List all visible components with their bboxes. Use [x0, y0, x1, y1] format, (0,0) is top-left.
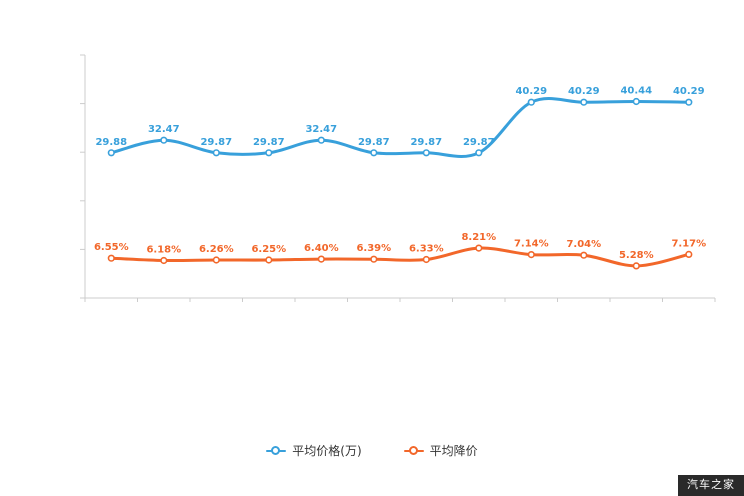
data-point-label-s0-10: 40.44: [620, 86, 652, 97]
data-point-label-s1-6: 6.33%: [409, 244, 444, 255]
data-point-marker-s1-5[interactable]: [370, 255, 378, 263]
data-point-marker-s0-7[interactable]: [475, 149, 483, 157]
data-point-label-s0-5: 29.87: [358, 137, 390, 148]
line-chart-canvas: 29.88 32.47 29.87 29.87 32.47 29.87 29.87 29.87…: [80, 54, 716, 302]
price-series-marker-icon: [266, 446, 287, 456]
data-point-label-s0-2: 29.87: [200, 137, 232, 148]
legend-label-average-price: 平均价格(万): [292, 444, 362, 458]
data-point-label-s1-3: 6.25%: [251, 244, 286, 255]
data-point-label-s1-2: 6.26%: [199, 244, 234, 255]
data-point-marker-s0-1[interactable]: [160, 136, 168, 144]
data-point-marker-s1-8[interactable]: [527, 251, 535, 259]
data-point-marker-s0-4[interactable]: [317, 136, 325, 144]
data-point-marker-s0-11[interactable]: [685, 98, 693, 106]
data-point-marker-s1-3[interactable]: [265, 256, 273, 264]
data-point-label-s1-0: 6.55%: [94, 242, 129, 253]
data-point-marker-s0-6[interactable]: [422, 149, 430, 157]
data-point-label-s1-7: 8.21%: [461, 232, 496, 243]
data-point-label-s0-11: 40.29: [673, 86, 705, 97]
data-point-marker-s0-5[interactable]: [370, 149, 378, 157]
data-point-marker-s1-9[interactable]: [580, 251, 588, 259]
data-point-marker-s1-4[interactable]: [317, 255, 325, 263]
data-point-label-s1-8: 7.14%: [514, 239, 549, 250]
data-point-marker-s0-8[interactable]: [527, 98, 535, 106]
watermark-autohome: 汽车之家: [678, 475, 744, 496]
data-point-label-s1-4: 6.40%: [304, 243, 339, 254]
series-line-1: [109, 246, 691, 268]
data-point-label-s0-7: 29.87: [463, 137, 495, 148]
data-point-marker-s0-2[interactable]: [212, 149, 220, 157]
data-point-marker-s1-0[interactable]: [107, 254, 115, 262]
legend-item-average-price[interactable]: 平均价格(万): [266, 444, 362, 458]
data-point-label-s1-1: 6.18%: [146, 245, 181, 256]
data-point-marker-s0-9[interactable]: [580, 98, 588, 106]
data-point-label-s0-1: 32.47: [148, 124, 180, 135]
series-line-0: [109, 97, 691, 158]
data-point-label-s1-9: 7.04%: [566, 239, 601, 250]
data-point-marker-s0-0[interactable]: [107, 149, 115, 157]
data-point-label-s1-5: 6.39%: [356, 243, 391, 254]
data-point-label-s0-0: 29.88: [95, 137, 127, 148]
data-point-label-s1-11: 7.17%: [671, 238, 706, 249]
legend-ring-icon: [408, 446, 418, 455]
legend-item-average-discount[interactable]: 平均降价: [403, 444, 478, 458]
data-point-marker-s1-7[interactable]: [475, 244, 483, 252]
discount-series-marker-icon: [403, 446, 424, 456]
data-point-marker-s1-2[interactable]: [212, 256, 220, 264]
data-point-marker-s1-1[interactable]: [160, 256, 168, 265]
legend-label-average-discount: 平均降价: [429, 444, 478, 458]
data-point-label-s1-10: 5.28%: [619, 250, 654, 261]
legend-ring-icon: [271, 446, 281, 455]
chart-legend: 平均价格(万) 平均降价: [0, 444, 744, 458]
data-point-label-s0-3: 29.87: [253, 137, 285, 148]
data-point-marker-s0-10[interactable]: [632, 97, 640, 106]
data-point-marker-s1-6[interactable]: [422, 255, 430, 264]
data-point-label-s0-6: 29.87: [410, 137, 442, 148]
data-point-label-s0-4: 32.47: [305, 124, 337, 135]
data-point-label-s0-8: 40.29: [515, 86, 547, 97]
data-point-marker-s1-10[interactable]: [632, 262, 640, 270]
data-point-marker-s1-11[interactable]: [685, 250, 693, 258]
data-point-label-s0-9: 40.29: [568, 86, 600, 97]
data-point-marker-s0-3[interactable]: [265, 149, 273, 157]
